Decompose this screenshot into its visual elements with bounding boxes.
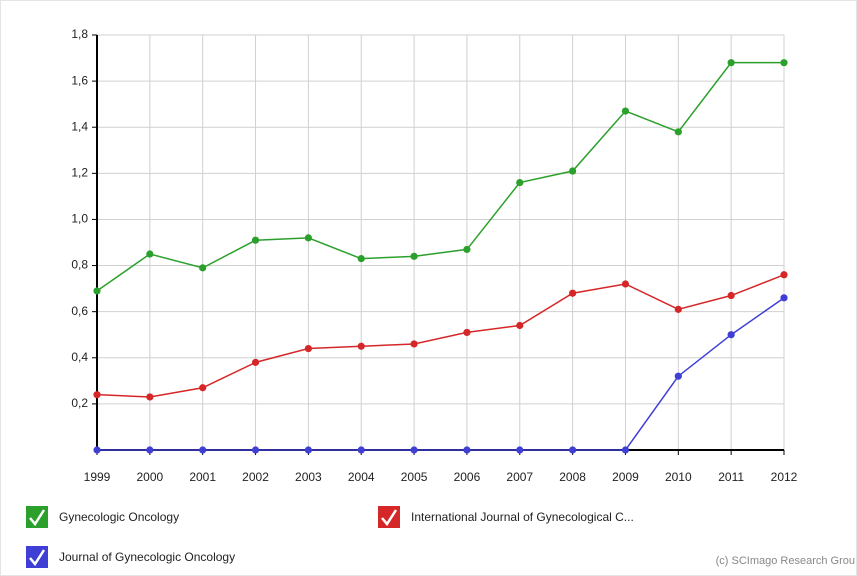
data-point — [463, 446, 471, 454]
data-point — [621, 446, 630, 454]
data-point — [93, 391, 101, 399]
data-point — [357, 342, 365, 350]
data-point — [199, 384, 207, 392]
x-tick-label: 2002 — [242, 470, 269, 484]
data-point — [516, 446, 524, 454]
x-tick-label: 2008 — [559, 470, 586, 484]
data-point — [410, 446, 418, 454]
data-point — [146, 446, 154, 454]
y-tick-label: 1,6 — [71, 73, 88, 87]
series-line — [97, 297, 785, 451]
legend-item: International Journal of Gynecological C… — [378, 506, 634, 528]
series-line — [96, 274, 785, 398]
series-line — [96, 61, 784, 292]
data-point — [304, 446, 312, 454]
data-point — [727, 59, 735, 67]
x-tick-label: 2009 — [612, 470, 639, 484]
legend-checkbox — [26, 506, 48, 528]
data-point — [199, 264, 207, 272]
x-tick-label: 2000 — [136, 470, 163, 484]
data-point — [674, 128, 682, 136]
data-point — [93, 287, 101, 295]
x-tick-label: 2001 — [189, 470, 216, 484]
data-point — [357, 255, 365, 263]
legend-item: Gynecologic Oncology — [26, 506, 179, 528]
credit: (c) SCImago Research Grou — [716, 555, 855, 567]
data-point — [463, 328, 471, 337]
data-point — [621, 280, 630, 288]
legend-checkbox — [378, 506, 400, 528]
x-tick-label: 1999 — [84, 470, 111, 484]
data-point — [146, 393, 154, 401]
data-point — [780, 271, 788, 279]
y-tick-label: 0,2 — [71, 396, 88, 410]
x-tick-label: 2003 — [295, 470, 322, 484]
data-point — [727, 291, 735, 300]
data-point — [304, 344, 312, 353]
x-tick-label: 2012 — [771, 470, 798, 484]
data-point — [780, 59, 788, 67]
legend-check — [29, 509, 46, 527]
legend-check — [29, 549, 46, 567]
data-point — [304, 234, 312, 242]
y-tick-label: 0,4 — [71, 350, 88, 364]
y-tick-label: 0,8 — [71, 258, 88, 272]
data-point — [251, 446, 260, 454]
x-tick-label: 2006 — [454, 470, 481, 484]
data-point — [199, 446, 207, 454]
data-point — [357, 446, 365, 454]
data-point — [621, 107, 630, 115]
data-point — [516, 321, 524, 330]
data-point — [780, 294, 788, 302]
legend-label: Gynecologic Oncology — [59, 510, 179, 524]
data-point — [674, 372, 682, 380]
legend-check — [381, 509, 398, 527]
y-tick-label: 1,4 — [71, 119, 88, 133]
legend-label: International Journal of Gynecological C… — [411, 510, 634, 524]
legend-item: Journal of Gynecologic Oncology — [26, 546, 235, 568]
data-point — [569, 446, 577, 454]
data-point — [727, 331, 735, 339]
x-tick-label: 2011 — [718, 470, 744, 484]
data-point — [146, 250, 154, 258]
data-point — [516, 178, 524, 187]
y-tick-label: 0,6 — [71, 304, 88, 318]
legend-checkbox — [26, 546, 48, 568]
legend-label: Journal of Gynecologic Oncology — [59, 550, 235, 564]
y-tick-label: 1,0 — [71, 212, 88, 226]
data-point — [93, 446, 101, 454]
data-point — [569, 289, 577, 297]
x-tick-label: 2005 — [401, 470, 428, 484]
data-point — [251, 236, 260, 244]
x-tick-label: 2007 — [506, 470, 533, 484]
data-point — [569, 167, 577, 175]
y-tick-label: 1,2 — [71, 166, 88, 180]
x-tick-label: 2010 — [665, 470, 692, 484]
data-point — [463, 245, 471, 254]
data-point — [410, 252, 418, 260]
data-point — [251, 358, 260, 366]
data-point — [410, 340, 418, 348]
data-point — [674, 305, 682, 313]
x-tick-label: 2004 — [348, 470, 375, 484]
y-tick-label: 1,8 — [71, 27, 88, 41]
